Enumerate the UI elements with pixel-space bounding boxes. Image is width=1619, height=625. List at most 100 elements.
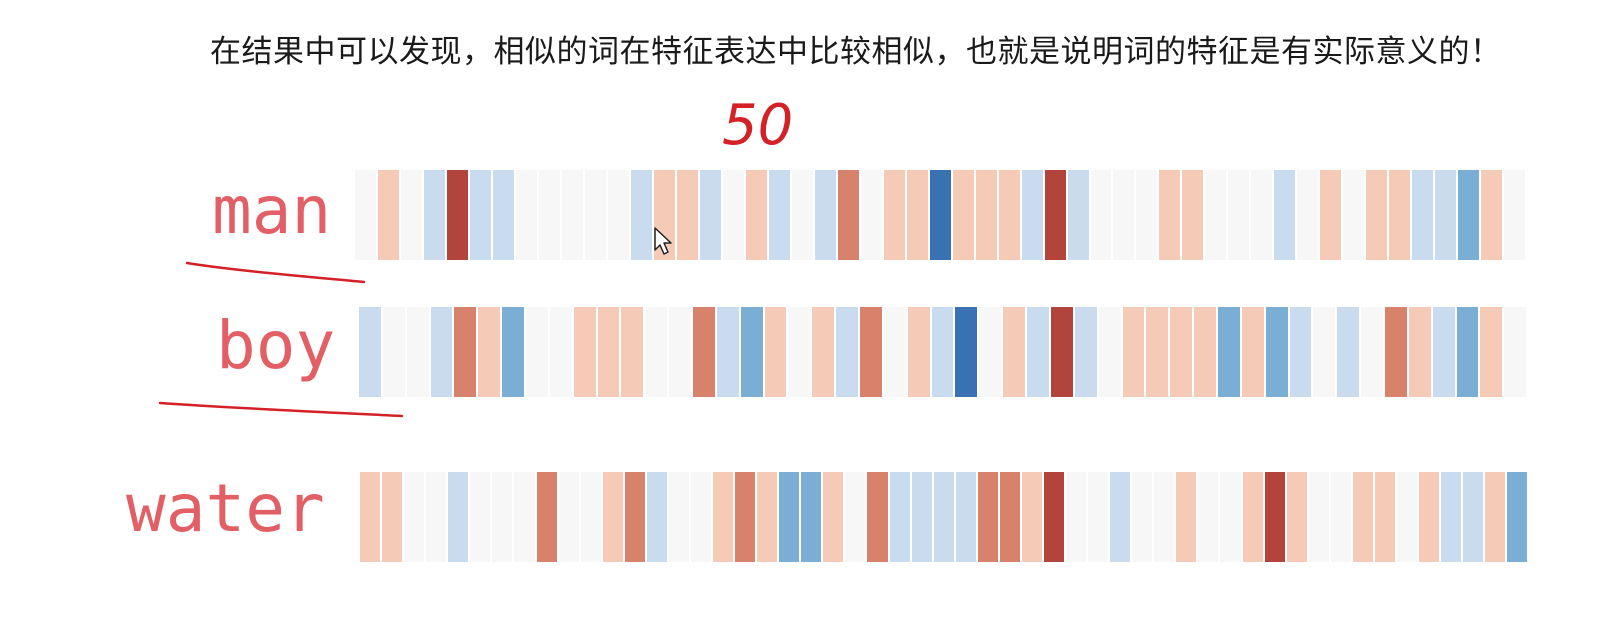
heatmap-cell (1297, 170, 1321, 260)
heatmap-cell (1435, 170, 1459, 260)
heatmap-cell (406, 307, 431, 397)
heatmap-cell (1090, 170, 1114, 260)
heatmap-cell (999, 472, 1022, 562)
heatmap-cell (1050, 307, 1075, 397)
heatmap-cell (1136, 170, 1160, 260)
heatmap-cell (515, 170, 539, 260)
heatmap-cell (1067, 170, 1091, 260)
heatmap-row-water (360, 472, 1528, 562)
heatmap-cell (669, 307, 694, 397)
heatmap-cell (1463, 472, 1486, 562)
heatmap-cell (359, 307, 383, 397)
heatmap-cell (791, 170, 815, 260)
heatmap-cell (693, 307, 717, 397)
heatmap-cell (1481, 170, 1505, 260)
heatmap-cell (1330, 472, 1353, 562)
heatmap-cell (1170, 307, 1195, 397)
annotation-number: 50 (722, 93, 793, 158)
heatmap-cell (1241, 307, 1266, 397)
heatmap-cell (1419, 472, 1442, 562)
heading-text: 在结果中可以发现，相似的词在特征表达中比较相似，也就是说明词的特征是有实际意义的… (210, 34, 1502, 70)
heatmap-cell (621, 307, 646, 397)
heatmap-cell (1176, 472, 1199, 562)
heatmap-cell (867, 472, 890, 562)
heatmap-cell (837, 170, 861, 260)
heatmap-cell (1456, 307, 1481, 397)
heatmap-cell (646, 472, 669, 562)
heatmap-cell (801, 472, 824, 562)
heatmap-cell (906, 170, 930, 260)
heatmap-cell (1432, 307, 1457, 397)
heatmap-cell (1504, 170, 1526, 260)
heatmap-cell (713, 472, 736, 562)
heatmap-row-man (355, 170, 1526, 260)
heatmap-cell (690, 472, 713, 562)
heatmap-cell (624, 472, 647, 562)
heatmap-cell (998, 170, 1022, 260)
heatmap-cell (1110, 472, 1133, 562)
heatmap-cell (1352, 472, 1375, 562)
heatmap-cell (1374, 472, 1397, 562)
heatmap-cell (492, 472, 515, 562)
heatmap-cell (1289, 307, 1314, 397)
heatmap-cell (1043, 472, 1066, 562)
heatmap-cell (676, 170, 700, 260)
heatmap-cell (1361, 307, 1385, 397)
heatmap-cell (788, 307, 813, 397)
heatmap-cell (1251, 170, 1275, 260)
heatmap-cell (1044, 170, 1068, 260)
heatmap-cell (1458, 170, 1482, 260)
heatmap-cell (478, 307, 503, 397)
heatmap-cell (469, 170, 493, 260)
heatmap-cell (1337, 307, 1362, 397)
heatmap-cell (538, 170, 562, 260)
heatmap-cell (430, 307, 455, 397)
heatmap-cell (1021, 170, 1045, 260)
heatmap-cell (1217, 307, 1242, 397)
heatmap-cell (1205, 170, 1229, 260)
heatmap-cell (1396, 472, 1419, 562)
heatmap-cell (602, 472, 625, 562)
heatmap-cell (764, 307, 789, 397)
word-label-boy: boy (216, 307, 336, 384)
heatmap-cell (1274, 170, 1298, 260)
heatmap-cell (423, 170, 447, 260)
heatmap-cell (1384, 307, 1409, 397)
heatmap-cell (1228, 170, 1252, 260)
heatmap-cell (446, 170, 470, 260)
heatmap-cell (668, 472, 691, 562)
heatmap-cell (1027, 307, 1051, 397)
heatmap-cell (404, 472, 427, 562)
heatmap-cell (645, 307, 670, 397)
heatmap-cell (382, 307, 407, 397)
heatmap-cell (514, 472, 537, 562)
heatmap-cell (883, 170, 907, 260)
heatmap-cell (1264, 472, 1287, 562)
heatmap-cell (814, 170, 838, 260)
heatmap-cell (740, 307, 765, 397)
heatmap-cell (1194, 307, 1218, 397)
heatmap-cell (1066, 472, 1089, 562)
heatmap-cell (1412, 170, 1436, 260)
heatmap-cell (1088, 472, 1111, 562)
heatmap-cell (716, 307, 741, 397)
heatmap-cell (1480, 307, 1505, 397)
heatmap-cell (580, 472, 603, 562)
heatmap-cell (1132, 472, 1155, 562)
heatmap-cell (470, 472, 493, 562)
heatmap-cell (883, 307, 908, 397)
heatmap-cell (1154, 472, 1177, 562)
heatmap-cell (1146, 307, 1171, 397)
heatmap-cell (1485, 472, 1508, 562)
heatmap-cell (931, 307, 956, 397)
heatmap-cell (699, 170, 723, 260)
underline-boy (158, 401, 404, 418)
heatmap-cell (977, 472, 1000, 562)
heatmap-cell (1198, 472, 1221, 562)
heatmap-cell (536, 472, 559, 562)
heatmap-cell (975, 170, 999, 260)
heatmap-cell (1507, 472, 1528, 562)
heatmap-cell (860, 307, 884, 397)
heatmap-cell (768, 170, 792, 260)
